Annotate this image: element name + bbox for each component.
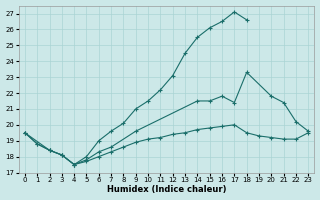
X-axis label: Humidex (Indice chaleur): Humidex (Indice chaleur) xyxy=(107,185,226,194)
